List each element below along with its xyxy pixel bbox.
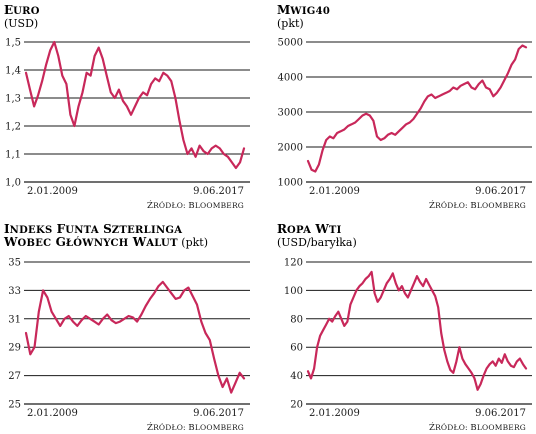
x-start-date: 2.01.2009 <box>27 408 78 419</box>
y-tick-label: 20 <box>290 400 303 411</box>
y-tick-label: 29 <box>8 343 21 354</box>
x-start-date: 2.01.2009 <box>309 186 360 197</box>
y-tick-label: 3000 <box>278 108 303 119</box>
x-start-date: 2.01.2009 <box>27 186 78 197</box>
chart-source: ŹRÓDŁO: BLOOMBERG <box>429 199 526 211</box>
y-tick-label: 1000 <box>278 178 303 189</box>
y-tick-label: 4000 <box>278 73 303 84</box>
chart-unit: (pkt) <box>277 17 304 30</box>
series-line <box>306 44 528 173</box>
x-end-date: 9.06.2017 <box>475 408 526 419</box>
y-tick-label: 120 <box>284 258 303 269</box>
y-tick-label: 1,3 <box>5 94 21 105</box>
y-tick-label: 80 <box>290 314 303 325</box>
y-tick-label: 35 <box>8 258 21 269</box>
chart-source: ŹRÓDŁO: BLOOMBERG <box>147 421 244 433</box>
y-tick-label: 1,4 <box>5 66 21 77</box>
y-tick-label: 33 <box>8 286 21 297</box>
chart-unit: (pkt) <box>178 236 208 249</box>
y-tick-label: 1,5 <box>5 38 21 49</box>
chart-source: ŹRÓDŁO: BLOOMBERG <box>429 421 526 433</box>
y-tick-label: 100 <box>284 286 303 297</box>
x-end-date: 9.06.2017 <box>193 408 244 419</box>
chart-title-line: ROPA WTI <box>277 222 342 236</box>
x-end-date: 9.06.2017 <box>193 186 244 197</box>
chart-unit: (USD) <box>4 17 38 30</box>
x-start-date: 2.01.2009 <box>309 408 360 419</box>
chart-euro: EURO(USD) 1,0 1,1 1,2 1,3 1,4 1,5 2.01.2009 9.06… <box>4 3 250 211</box>
chart-title-line: WOBEC GŁÓWNYCH WALUT (pkt) <box>3 235 208 249</box>
y-tick-label: 1,1 <box>5 150 21 161</box>
y-tick-label: 40 <box>290 371 303 382</box>
chart-title-line: INDEKS FUNTA SZTERLINGA <box>4 222 182 236</box>
y-tick-label: 2000 <box>278 143 303 154</box>
series-line <box>24 280 246 394</box>
chart-mwig40: MWIG40(pkt) 1000 2000 3000 4000 5000 2.01.2009… <box>277 3 532 211</box>
chart-title-line: EURO <box>4 3 40 17</box>
series-line <box>24 40 246 170</box>
y-tick-label: 60 <box>290 343 303 354</box>
x-end-date: 9.06.2017 <box>475 186 526 197</box>
y-tick-label: 27 <box>8 371 21 382</box>
chart-title-line: MWIG40 <box>277 3 330 17</box>
y-tick-label: 25 <box>8 400 21 411</box>
y-tick-label: 1,0 <box>5 178 21 189</box>
chart-source: ŹRÓDŁO: BLOOMBERG <box>147 199 244 211</box>
y-tick-label: 5000 <box>278 38 303 49</box>
series-line <box>306 270 528 391</box>
chart-wti-oil: ROPA WTI(USD/baryłka) 20 40 60 80 100 120 2.01.… <box>277 222 532 433</box>
chart-unit: (USD/baryłka) <box>277 236 357 249</box>
y-tick-label: 31 <box>8 314 21 325</box>
y-tick-label: 1,2 <box>5 122 21 133</box>
